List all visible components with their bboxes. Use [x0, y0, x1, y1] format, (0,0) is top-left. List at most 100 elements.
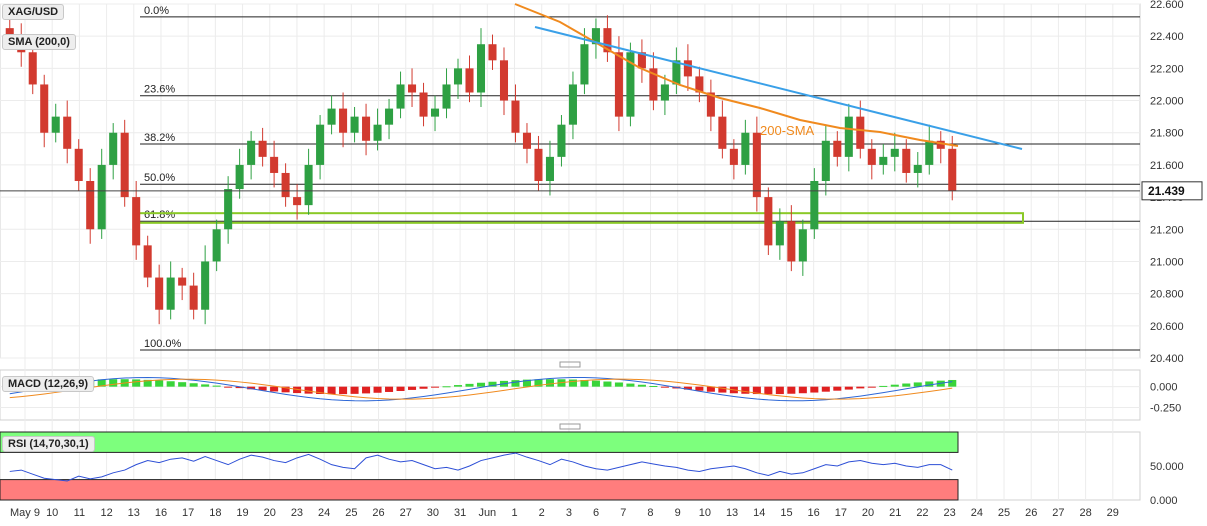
candle: [51, 103, 60, 143]
macd-histogram-bar: [465, 383, 474, 387]
candle-body: [591, 28, 600, 45]
candle: [603, 15, 612, 62]
x-tick-label: 17: [835, 507, 847, 519]
x-tick-label: 14: [753, 507, 765, 519]
x-tick-label: 27: [1052, 507, 1064, 519]
candle-body: [74, 148, 83, 181]
candle-body: [212, 229, 221, 262]
candle: [833, 131, 842, 167]
y-tick-label: 20.400: [1150, 353, 1184, 365]
candle-body: [327, 108, 336, 125]
candle-body: [557, 124, 566, 157]
candle: [925, 124, 934, 175]
x-tick-label: 16: [155, 507, 167, 519]
macd-histogram-bar: [867, 386, 876, 388]
macd-histogram-bar: [844, 386, 853, 390]
macd-tick-label: -0.250: [1150, 403, 1181, 415]
candle: [63, 100, 72, 164]
candle: [270, 140, 279, 188]
macd-histogram-bar: [235, 386, 244, 389]
candle-body: [86, 181, 95, 230]
candle: [660, 74, 669, 116]
candle: [948, 135, 957, 201]
macd-histogram-bar: [591, 380, 600, 387]
sma-annotation: 200-SMA: [760, 123, 815, 138]
x-tick-label: 27: [400, 507, 412, 519]
candle-body: [741, 132, 750, 165]
macd-histogram-bar: [189, 383, 198, 387]
candle: [787, 205, 796, 272]
candle-body: [902, 148, 911, 173]
macd-histogram-bar: [97, 379, 106, 387]
macd-histogram-bar: [385, 386, 394, 392]
macd-histogram-bar: [821, 386, 830, 392]
candle: [40, 74, 49, 148]
macd-histogram-bar: [775, 386, 784, 395]
candle: [798, 219, 807, 276]
candle: [672, 47, 681, 95]
candle-body: [178, 277, 187, 286]
candle-body: [270, 156, 279, 173]
candle: [350, 106, 359, 143]
candle-body: [603, 28, 612, 53]
candle-body: [890, 148, 899, 157]
candle-body: [63, 116, 72, 149]
candle-body: [879, 156, 888, 165]
x-tick-label: Jun: [478, 507, 496, 519]
x-tick-label: 24: [318, 507, 330, 519]
candle: [936, 131, 945, 164]
macd-signal-line: [9, 378, 953, 400]
candle: [281, 163, 290, 207]
macd-histogram-bar: [132, 379, 141, 387]
candle: [178, 267, 187, 301]
candle-body: [350, 116, 359, 133]
candle-body: [201, 261, 210, 310]
candle-body: [224, 189, 233, 230]
candle: [683, 44, 692, 91]
macd-histogram-bar: [637, 384, 646, 387]
candle: [385, 98, 394, 140]
candle: [212, 219, 221, 272]
candle: [293, 184, 302, 220]
candle-body: [867, 148, 876, 165]
macd-histogram-bar: [534, 379, 543, 387]
candle-body: [166, 277, 175, 310]
x-tick-label: May 9: [10, 507, 40, 519]
candle: [695, 66, 704, 103]
candle: [729, 139, 738, 180]
x-tick-label: 23: [944, 507, 956, 519]
macd-histogram-bar: [224, 386, 233, 388]
x-tick-label: 20: [264, 507, 276, 519]
candle-body: [431, 108, 440, 117]
candle: [155, 264, 164, 325]
candle-body: [637, 52, 646, 69]
candle: [902, 139, 911, 183]
macd-histogram-bar: [258, 386, 267, 391]
macd-histogram-bar: [488, 381, 497, 387]
candle-body: [706, 92, 715, 117]
candle: [890, 132, 899, 172]
candle: [362, 103, 371, 156]
candle-body: [568, 84, 577, 125]
candle-body: [718, 116, 727, 149]
symbol-label: XAG/USD: [2, 4, 65, 20]
panel-resize-handle: [559, 423, 581, 430]
candle: [637, 39, 646, 83]
candle: [373, 108, 382, 151]
candle-body: [936, 140, 945, 149]
macd-label: MACD (12,26,9): [2, 376, 95, 392]
candle: [74, 139, 83, 191]
candle: [476, 28, 486, 107]
rsi-tick-label: 0.000: [1150, 495, 1178, 507]
y-tick-label: 22.000: [1150, 96, 1184, 108]
macd-line: [9, 377, 953, 402]
macd-histogram-bar: [626, 383, 635, 387]
macd-histogram-bar: [925, 381, 934, 387]
candle: [189, 272, 198, 320]
x-tick-label: 20: [862, 507, 874, 519]
macd-histogram-bar: [649, 385, 658, 387]
candle-body: [40, 84, 49, 133]
macd-histogram-bar: [741, 386, 750, 394]
y-tick-label: 20.800: [1150, 289, 1184, 301]
macd-histogram-bar: [810, 386, 819, 393]
